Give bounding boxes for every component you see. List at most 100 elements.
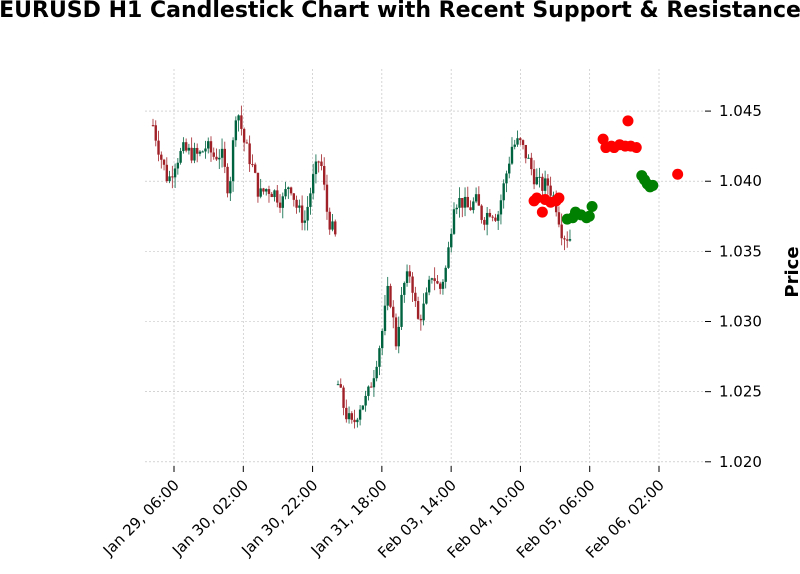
candle-body (331, 221, 334, 230)
candle-body (253, 164, 257, 173)
candle-body (414, 292, 417, 302)
candle-body (488, 212, 492, 217)
candle-body (242, 128, 246, 143)
support-marker (647, 179, 659, 191)
candle-body (505, 173, 508, 184)
candle-body (541, 176, 544, 191)
candle-body (566, 239, 569, 241)
candle-body (215, 156, 218, 160)
candle-body (248, 143, 251, 165)
y-tick-label: 1.025 (719, 383, 762, 401)
candle-body (187, 147, 191, 151)
candle-body (328, 211, 331, 230)
support-marker (586, 200, 598, 212)
candle-body (278, 202, 282, 208)
candle-body (160, 154, 163, 160)
y-tick-label: 1.020 (719, 453, 762, 471)
candle-body (311, 174, 315, 194)
candle-body (342, 387, 345, 408)
candle-body (496, 214, 500, 221)
candle-body (323, 166, 326, 185)
candle-body (527, 157, 530, 159)
candle-body (231, 140, 235, 182)
candle-body (378, 348, 381, 367)
candle-body (251, 164, 254, 166)
candle-body (171, 176, 174, 178)
candle-body (447, 247, 450, 268)
candle-body (184, 142, 188, 151)
candle-body (546, 178, 550, 186)
candle-body (422, 303, 425, 321)
candle-body (325, 184, 329, 212)
chart-title: EURUSD H1 Candlestick Chart with Recent … (0, 0, 800, 23)
candle-body (461, 197, 464, 208)
candle-body (375, 366, 378, 379)
candle-body (483, 219, 486, 225)
candle-body (317, 161, 320, 163)
candle-body (289, 187, 293, 194)
candle-body (336, 384, 340, 386)
candle-body (472, 201, 475, 211)
candle-body (469, 207, 472, 211)
candle-body (510, 146, 514, 164)
resistance-marker (531, 192, 543, 204)
candle-body (519, 138, 522, 141)
resistance-marker (597, 133, 609, 145)
candles (151, 105, 572, 429)
candle-body (320, 161, 323, 167)
candle-body (207, 141, 210, 149)
candle-body (419, 318, 423, 321)
candle-body (245, 142, 249, 144)
candle-body (173, 168, 177, 178)
candle-body (563, 238, 566, 240)
candle-body (273, 190, 276, 198)
candle-body (176, 162, 180, 169)
candle-body (568, 239, 572, 241)
candle-body (353, 419, 356, 423)
candle-body (463, 196, 467, 208)
candle-body (218, 157, 221, 160)
candle-body (209, 141, 213, 153)
candle-body (524, 144, 527, 159)
candle-body (262, 188, 265, 192)
candle-body (157, 140, 160, 155)
candle-body (386, 285, 389, 306)
candle-body (292, 193, 296, 200)
candle-body (223, 148, 226, 167)
candle-body (364, 395, 367, 406)
candle-body (408, 271, 412, 277)
y-tick-label: 1.035 (719, 242, 762, 260)
y-tick-label: 1.030 (719, 313, 762, 331)
resistance-marker (630, 142, 642, 154)
candle-body (347, 413, 351, 420)
candle-body (532, 169, 536, 185)
candle-body (334, 221, 337, 235)
candle-body (300, 205, 304, 223)
candle-body (361, 405, 365, 410)
candle-body (237, 115, 240, 121)
candle-body (425, 292, 428, 304)
candle-body (403, 282, 406, 295)
candle-body (455, 207, 458, 210)
candle-body (179, 151, 182, 163)
resistance-marker (672, 168, 684, 180)
candle-body (314, 161, 318, 175)
candle-body (405, 271, 409, 283)
candle-body (494, 217, 497, 221)
candle-body (416, 301, 420, 319)
candle-body (535, 177, 539, 185)
candle-body (295, 199, 298, 208)
candle-body (543, 178, 547, 191)
candle-body (229, 181, 232, 194)
candle-body (204, 148, 207, 152)
candle-body (358, 409, 362, 420)
candle-body (383, 305, 387, 331)
candle-body (400, 294, 403, 327)
candle-body (450, 233, 453, 248)
candle-body (259, 188, 262, 197)
candle-body (513, 144, 516, 147)
candle-body (162, 159, 166, 165)
support-marker (583, 210, 595, 222)
candle-body (226, 166, 229, 194)
candle-body (276, 190, 279, 203)
